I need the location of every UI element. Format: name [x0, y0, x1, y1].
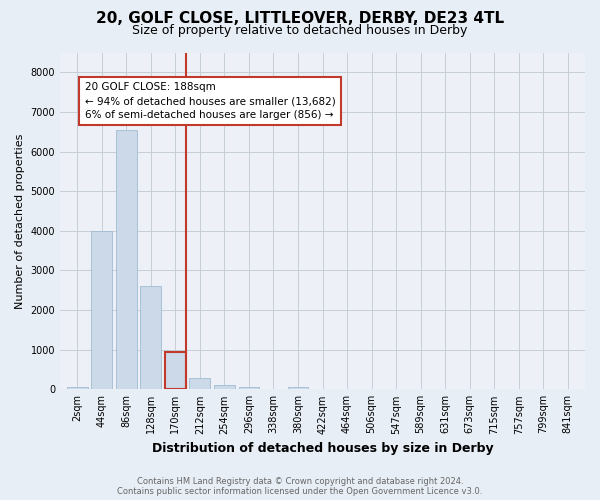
X-axis label: Distribution of detached houses by size in Derby: Distribution of detached houses by size …	[152, 442, 493, 455]
Bar	[165, 352, 186, 390]
Bar	[91, 231, 112, 390]
Y-axis label: Number of detached properties: Number of detached properties	[15, 133, 25, 308]
Bar	[239, 387, 259, 390]
Bar	[116, 130, 137, 390]
Text: Size of property relative to detached houses in Derby: Size of property relative to detached ho…	[133, 24, 467, 37]
Bar	[214, 385, 235, 390]
Bar	[190, 378, 210, 390]
Text: 20 GOLF CLOSE: 188sqm
← 94% of detached houses are smaller (13,682)
6% of semi-d: 20 GOLF CLOSE: 188sqm ← 94% of detached …	[85, 82, 335, 120]
Bar	[67, 388, 88, 390]
Text: 20, GOLF CLOSE, LITTLEOVER, DERBY, DE23 4TL: 20, GOLF CLOSE, LITTLEOVER, DERBY, DE23 …	[96, 11, 504, 26]
Text: Contains HM Land Registry data © Crown copyright and database right 2024.
Contai: Contains HM Land Registry data © Crown c…	[118, 476, 482, 496]
Bar	[287, 387, 308, 390]
Bar	[140, 286, 161, 390]
